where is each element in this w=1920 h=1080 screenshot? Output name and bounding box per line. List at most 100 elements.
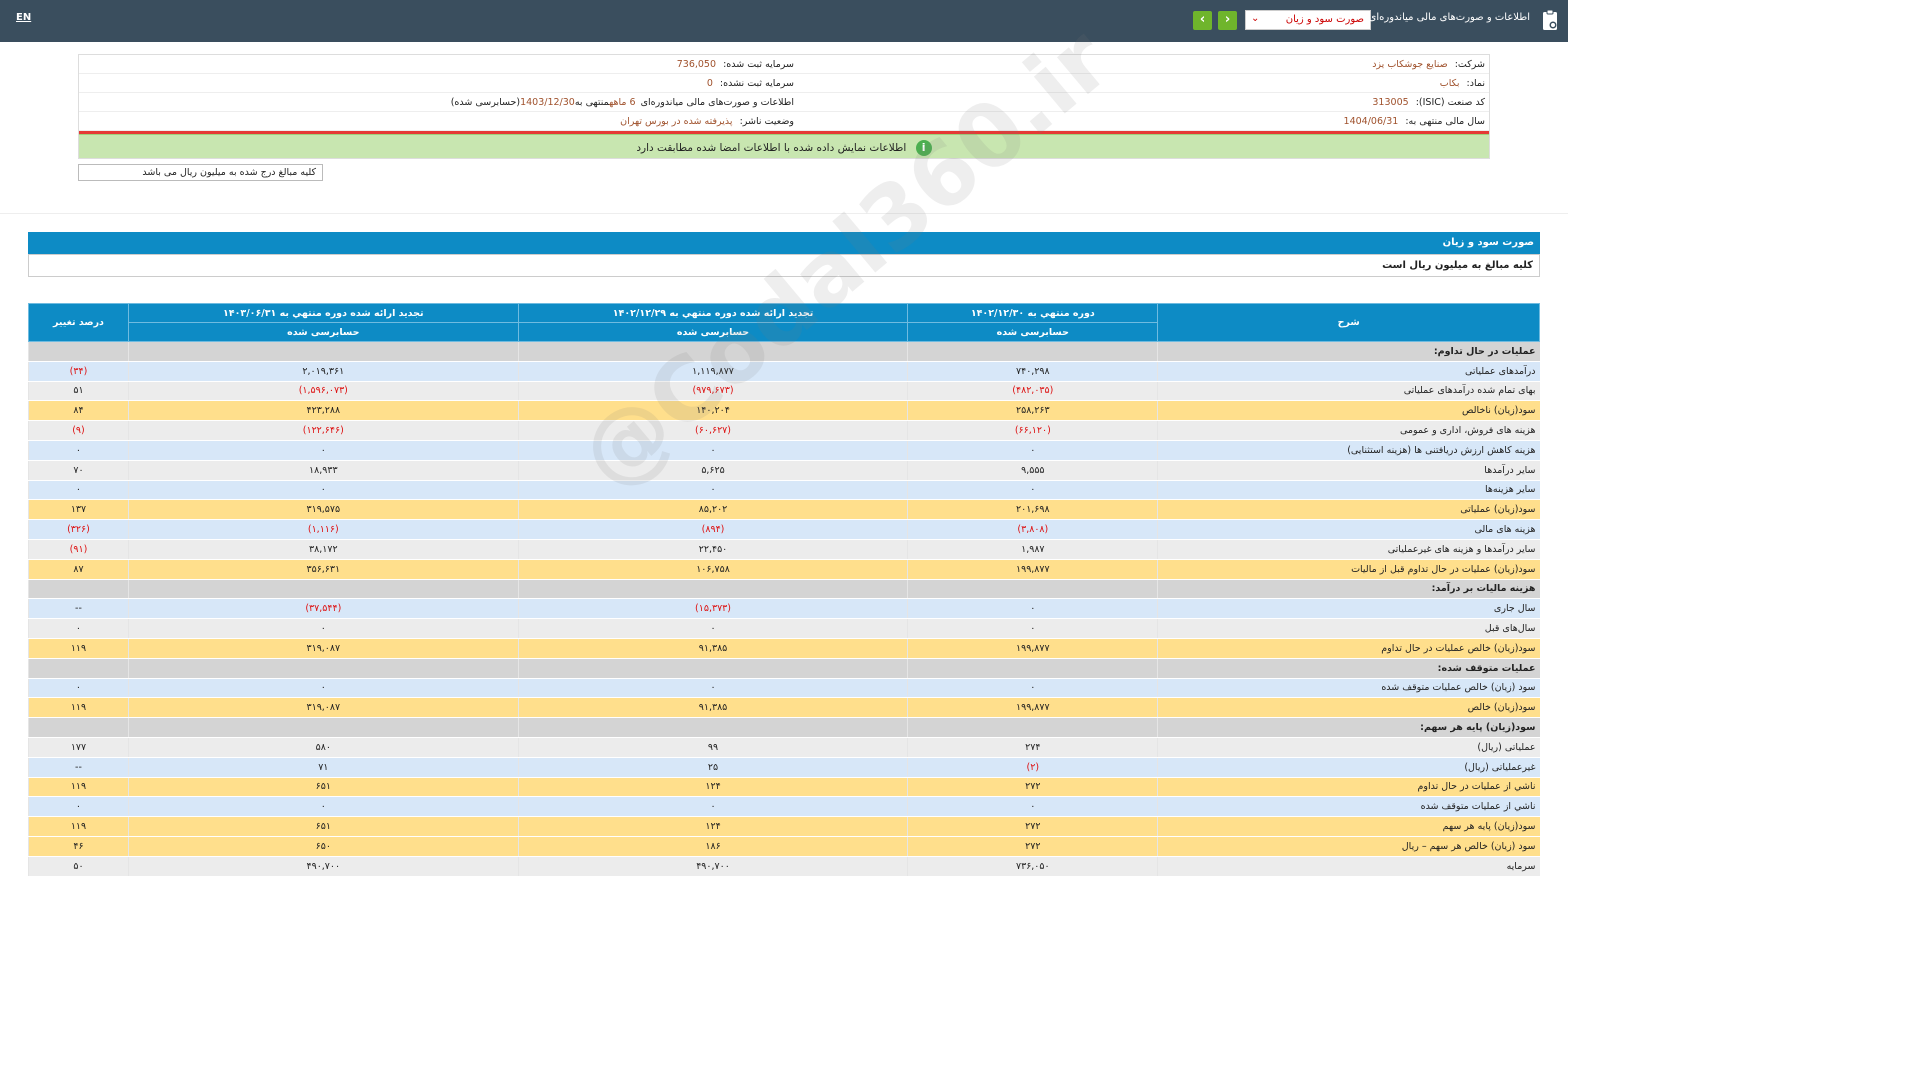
col1-cell: ۱۹۹,۸۷۷ — [907, 559, 1158, 580]
col2-cell: ۰ — [517, 678, 908, 699]
col3-cell — [127, 579, 519, 600]
change-cell: ۱۱۹ — [28, 816, 129, 837]
description-cell: هزینه کاهش ارزش دریافتنی ها (هزینه استثن… — [1157, 440, 1540, 461]
description-cell: سال‌های قبل — [1157, 618, 1540, 639]
change-cell: ۰ — [28, 480, 129, 501]
description-cell: سود(زیان) عملیاتی — [1157, 499, 1540, 521]
top-bar: EN ‹ › صورت سود و زیان ⌄ اطلاعات و صورت‌… — [0, 0, 1568, 42]
description-cell: عملیات در حال تداوم: — [1157, 341, 1540, 362]
change-cell: ۰ — [28, 440, 129, 461]
col3-cell: (۱,۵۹۶,۰۷۳) — [127, 381, 519, 402]
chevron-down-icon: ⌄ — [1251, 13, 1260, 24]
section-row: عملیات در حال تداوم: — [28, 341, 1540, 362]
description-cell: عملیات متوقف شده: — [1157, 658, 1540, 679]
col3-cell: ۴۹۰,۷۰۰ — [127, 856, 519, 877]
table-row: ۵۰ ۴۹۰,۷۰۰ ۴۹۰,۷۰۰ ۷۳۶,۰۵۰ سرمایه — [28, 856, 1540, 877]
col2-cell — [517, 717, 908, 738]
col3-cell: ۳۱۹,۵۷۵ — [127, 499, 519, 521]
table-row: (۹۱) ۳۸,۱۷۲ ۲۲,۴۵۰ ۱,۹۸۷ سایر درآمدها و هزین… — [28, 539, 1540, 560]
section-row: هزینه مالیات بر درآمد: — [28, 579, 1540, 600]
table-row: -- (۳۷,۵۴۴) (۱۵,۳۷۳) ۰ سال جاری — [28, 598, 1540, 620]
col1-cell — [907, 717, 1158, 738]
col3-cell: ۶۵۱ — [127, 777, 519, 798]
chevron-left-icon: ‹ — [1199, 12, 1206, 27]
table-row: (۳۲۶) (۱,۱۱۶) (۸۹۴) (۳,۸۰۸) هزینه های مالی — [28, 519, 1540, 540]
language-toggle[interactable]: EN — [16, 12, 32, 23]
table-row: ۰ ۰ ۰ ۰ سود (زیان) خالص عملیات متوقف شده — [28, 678, 1540, 699]
change-cell: ۵۱ — [28, 381, 129, 402]
col2-cell: ۹۱,۳۸۵ — [517, 697, 908, 719]
description-cell: ناشي از عمليات متوقف شده — [1157, 796, 1540, 818]
col1-cell: ۲۵۸,۲۶۳ — [907, 400, 1158, 422]
table-row: ۵۱ (۱,۵۹۶,۰۷۳) (۹۷۹,۶۷۳) (۴۸۲,۰۳۵) بهای تمام… — [28, 381, 1540, 402]
change-cell: ۱۳۷ — [28, 499, 129, 521]
col1-cell: ۰ — [907, 618, 1158, 639]
col3-cell: ۷۱ — [127, 757, 519, 778]
signature-match-notice: i اطلاعات نمایش داده شده با اطلاعات امضا… — [79, 134, 1489, 158]
col1-cell: ۷۳۶,۰۵۰ — [907, 856, 1158, 877]
col2-cell: ۲۲,۴۵۰ — [517, 539, 908, 560]
header-col3-sub: حسابرسی شده — [127, 322, 519, 342]
col3-cell: ۰ — [127, 480, 519, 501]
chevron-right-icon: › — [1224, 12, 1231, 27]
col1-cell: (۶۶,۱۲۰) — [907, 420, 1158, 441]
description-cell: سود (زیان) خالص هر سهم – ریال — [1157, 836, 1540, 857]
table-row: ۰ ۰ ۰ ۰ ناشي از عمليات متوقف شده — [28, 796, 1540, 818]
header-col3: تجدید ارائه شده دوره منتهي به ۱۴۰۳/۰۶/۳۱ — [127, 303, 519, 323]
change-cell: -- — [28, 757, 129, 778]
header-description: شرح — [1157, 303, 1540, 342]
col1-cell: ۹,۵۵۵ — [907, 460, 1158, 481]
next-button[interactable]: › — [1218, 11, 1237, 30]
col3-cell: ۶۵۰ — [127, 836, 519, 857]
table-row: -- ۷۱ ۲۵ (۲) غیرعملیاتی (ریال) — [28, 757, 1540, 778]
col1-cell: ۰ — [907, 440, 1158, 461]
col3-cell: ۳۵۶,۶۳۱ — [127, 559, 519, 580]
col1-cell: ۲۷۲ — [907, 836, 1158, 857]
section-row: عملیات متوقف شده: — [28, 658, 1540, 679]
header-col2: تجدید ارائه شده دوره منتهي به ۱۴۰۲/۱۲/۲۹ — [517, 303, 909, 323]
description-cell: سود(زیان) پایه هر سهم: — [1157, 717, 1540, 738]
table-row: ۱۷۷ ۵۸۰ ۹۹ ۲۷۴ عملیاتی (ریال) — [28, 737, 1540, 758]
col2-cell: ۹۹ — [517, 737, 908, 758]
table-row: ۱۳۷ ۳۱۹,۵۷۵ ۸۵,۲۰۲ ۲۰۱,۶۹۸ سود(زیان) عملیاتی — [28, 499, 1540, 521]
col1-cell: (۲) — [907, 757, 1158, 778]
capital-label: سرمایه ثبت شده: — [723, 59, 794, 70]
col3-cell: ۳۱۹,۰۸۷ — [127, 638, 519, 659]
isic-label: کد صنعت (ISIC): — [1415, 97, 1485, 108]
prev-button[interactable]: ‹ — [1193, 11, 1212, 30]
change-cell — [28, 658, 129, 679]
col2-cell: ۱۴۰,۲۰۴ — [517, 400, 908, 422]
isic-value: 313005 — [1372, 97, 1409, 108]
change-cell — [28, 579, 129, 600]
table-row: ۷۰ ۱۸,۹۳۳ ۵,۶۲۵ ۹,۵۵۵ سایر درآمدها — [28, 460, 1540, 481]
col2-cell — [517, 341, 908, 362]
table-row: ۱۱۹ ۳۱۹,۰۸۷ ۹۱,۳۸۵ ۱۹۹,۸۷۷ سود(زیان) خالص عم… — [28, 638, 1540, 659]
unit-note: کلیه مبالغ درج شده به میلیون ریال می باش… — [78, 164, 323, 181]
info-icon: i — [915, 140, 932, 156]
company-info-panel: شرکت: صنایع جوشکاب یزد سرمایه ثبت شده: 7… — [78, 54, 1490, 159]
change-cell: (۹) — [28, 420, 129, 441]
change-cell — [28, 341, 129, 362]
symbol-label: نماد: — [1466, 78, 1485, 89]
col3-cell: ۰ — [127, 618, 519, 639]
fiscal-year-label: سال مالی منتهی به: — [1405, 116, 1485, 127]
col2-cell: ۱۲۴ — [517, 816, 908, 837]
col1-cell: ۲۷۴ — [907, 737, 1158, 758]
divider — [79, 131, 1489, 134]
change-cell: ۰ — [28, 678, 129, 699]
table-row: (۹) (۱۲۲,۶۴۶) (۶۰,۶۲۷) (۶۶,۱۲۰) هزینه های فر… — [28, 420, 1540, 441]
col1-cell: ۲۷۲ — [907, 816, 1158, 837]
change-cell: ۰ — [28, 796, 129, 818]
col1-cell: ۱,۹۸۷ — [907, 539, 1158, 560]
description-cell: هزینه های مالی — [1157, 519, 1540, 540]
description-cell: سود (زیان) خالص عملیات متوقف شده — [1157, 678, 1540, 699]
change-cell: (۳۲۶) — [28, 519, 129, 540]
change-cell: ۵۰ — [28, 856, 129, 877]
page-title: اطلاعات و صورت‌های مالی میاندوره‌ای — [1368, 12, 1530, 23]
header-col1: دوره منتهي به ۱۴۰۲/۱۲/۳۰ — [907, 303, 1159, 323]
change-cell: ۸۴ — [28, 400, 129, 422]
report-type-select[interactable]: صورت سود و زیان ⌄ — [1245, 10, 1371, 30]
col3-cell: ۶۵۱ — [127, 816, 519, 837]
col2-cell: ۱۲۴ — [517, 777, 908, 798]
capital-value: 736,050 — [676, 59, 717, 70]
